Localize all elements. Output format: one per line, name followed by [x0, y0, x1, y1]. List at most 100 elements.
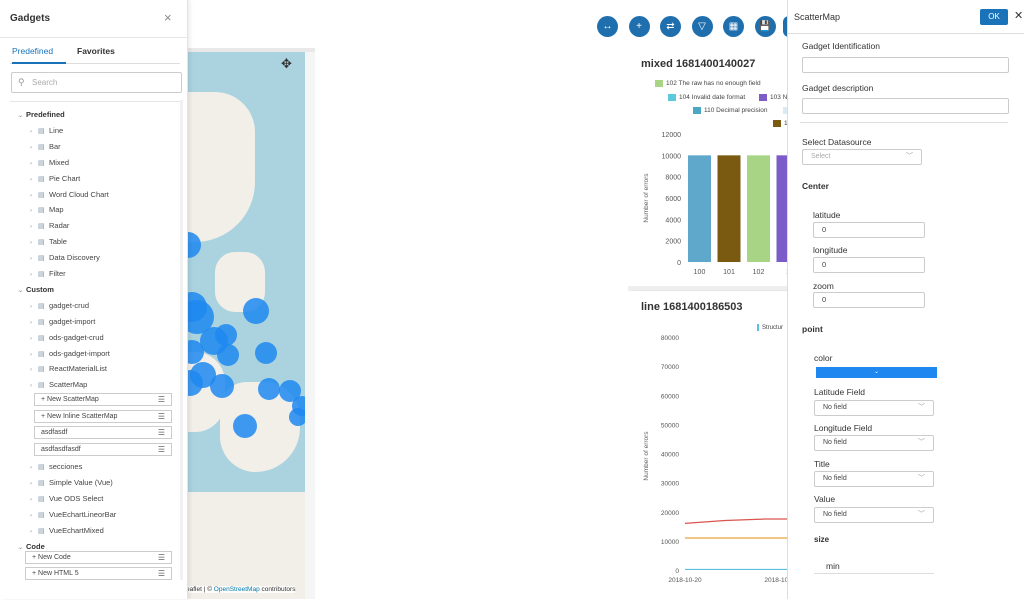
map-point[interactable]	[185, 232, 201, 258]
map-point[interactable]	[217, 344, 239, 366]
item-label: asdfasdf	[41, 429, 68, 436]
tree-item[interactable]: › ▤ ReactMaterialList	[30, 362, 107, 376]
tree-item-label: Code	[26, 541, 45, 551]
menu-icon[interactable]: ☰	[157, 553, 165, 562]
menu-icon[interactable]: ☰	[157, 395, 165, 404]
map-point[interactable]	[233, 414, 257, 438]
new-code-button[interactable]: + New Code ☰	[25, 551, 172, 564]
ok-button[interactable]: OK	[980, 9, 1008, 25]
menu-icon[interactable]: ☰	[157, 569, 165, 578]
tab-favorites[interactable]: Favorites	[77, 46, 115, 56]
gadget-description-input[interactable]	[802, 98, 1009, 114]
layout-button[interactable]: ▦	[723, 16, 744, 37]
tree-item[interactable]: › ▤ Line	[30, 124, 63, 138]
close-icon[interactable]: ✕	[1014, 10, 1024, 22]
move-icon[interactable]: ✥	[281, 56, 292, 71]
gadgets-title: Gadgets	[10, 13, 51, 24]
tree-item[interactable]: › ▤ gadget-import	[30, 315, 95, 329]
tree-item[interactable]: › ▤ gadget-crud	[30, 299, 89, 313]
menu-icon[interactable]: ☰	[157, 444, 165, 454]
tree-section-custom[interactable]: ⌄ Custom	[18, 283, 54, 297]
gadget-separator	[628, 286, 788, 291]
collapse-caret-icon: ›	[30, 496, 32, 503]
bar-icon: ▤	[38, 143, 45, 151]
tree-item[interactable]: › ▤ Radar	[30, 219, 69, 233]
legend-item[interactable]: 102 The raw has no enough field	[655, 80, 761, 87]
legend-label: 102 The raw has no enough field	[666, 80, 761, 88]
new-code-button[interactable]: + New HTML 5 ☰	[25, 567, 172, 580]
add-gadget-button[interactable]: +	[628, 16, 650, 37]
zoom-input[interactable]: 0	[813, 292, 925, 308]
legend-item[interactable]: 103 N	[759, 94, 787, 101]
gadget-icon: ▤	[38, 511, 45, 519]
tab-predefined[interactable]: Predefined	[12, 46, 54, 56]
menu-icon[interactable]: ☰	[157, 411, 165, 421]
new-scattermap-button[interactable]: + New Inline ScatterMap ☰	[34, 409, 172, 423]
scatter-map[interactable]	[185, 52, 305, 599]
map-point[interactable]	[185, 370, 203, 396]
tree-item-label: Data Discovery	[49, 253, 100, 263]
datasource-select[interactable]: Select ﹀	[802, 149, 922, 165]
tree-item[interactable]: › ▤ Filter	[30, 267, 66, 281]
value-select[interactable]: No field ﹀	[814, 507, 934, 523]
toolbar-button-partial[interactable]	[783, 16, 789, 37]
map-point[interactable]	[185, 340, 204, 364]
latitude-field-select[interactable]: No field ﹀	[814, 400, 934, 416]
map-point[interactable]	[215, 324, 237, 346]
tree-item[interactable]: › ▤ ods-gadget-import	[30, 347, 110, 361]
line-chart-gadget: line 1681400186503 Structur 80000 70000 60…	[633, 290, 788, 599]
close-icon[interactable]: ×	[164, 10, 172, 25]
tree-item[interactable]: › ▤ Word Cloud Chart	[30, 188, 109, 202]
scrollbar[interactable]	[180, 100, 183, 580]
scattermap-instance[interactable]: asdfasdfasdf ☰	[34, 442, 172, 456]
tree-item[interactable]: › ▤ Simple Value (Vue)	[30, 476, 113, 490]
legend-item[interactable]: Structur	[757, 324, 783, 331]
collapse-caret-icon: ›	[30, 512, 32, 519]
longitude-input[interactable]: 0	[813, 257, 925, 273]
title-value: No field	[823, 475, 847, 482]
legend-item[interactable]: 110 Decimal precision	[693, 107, 767, 114]
legend-item[interactable]: 1	[773, 120, 788, 127]
tree-item[interactable]: › ▤ Mixed	[30, 156, 69, 170]
tree-section-predefined[interactable]: ⌄ Predefined	[18, 108, 65, 122]
filter-button[interactable]: ▽	[691, 16, 713, 37]
tree-item[interactable]: › ▤ Data Discovery	[30, 251, 100, 265]
tree-item-label: ScatterMap	[49, 380, 88, 390]
search-input[interactable]: ⚲ Search	[11, 72, 182, 93]
color-picker[interactable]: ⌄	[816, 367, 937, 378]
menu-icon[interactable]: ☰	[157, 428, 165, 437]
tree-item[interactable]: › ▤ Pie Chart	[30, 172, 80, 186]
longitude-field-select[interactable]: No field ﹀	[814, 435, 934, 451]
latitude-input[interactable]: 0	[813, 222, 925, 238]
save-button[interactable]: 💾	[754, 16, 776, 37]
tree-item[interactable]: › ▤ Table	[30, 235, 67, 249]
tree-item[interactable]: › ▤ Vue ODS Select	[30, 492, 103, 506]
tree-section-code[interactable]: ⌄ Code	[18, 540, 45, 554]
scattermap-instance[interactable]: asdfasdf ☰	[34, 426, 172, 439]
map-point[interactable]	[255, 342, 277, 364]
tree-item[interactable]: › ▤ VueEchartMixed	[30, 524, 104, 538]
map-point[interactable]	[243, 298, 269, 324]
tree-item[interactable]: › ▤ secciones	[30, 460, 82, 474]
map-point[interactable]	[210, 374, 234, 398]
map-point[interactable]	[258, 378, 280, 400]
sync-button[interactable]: ⇄	[660, 16, 681, 37]
legend-item[interactable]: 104 Invalid date format	[668, 94, 745, 101]
tree-item[interactable]: › ▤ Map	[30, 203, 64, 217]
tree-item[interactable]: › ▤ ods-gadget-crud	[30, 331, 104, 345]
legend-label: 110 Decimal precision	[704, 107, 768, 115]
legend-swatch	[693, 107, 701, 114]
map-point[interactable]	[289, 408, 305, 426]
color-label: color	[814, 353, 833, 363]
map-point[interactable]	[279, 380, 301, 402]
openstreetmap-link[interactable]: OpenStreetMap	[213, 586, 260, 593]
gadget-id-input[interactable]	[802, 57, 1009, 73]
tree-item-label: gadget-import	[49, 316, 96, 326]
title-select[interactable]: No field ﹀	[814, 471, 934, 487]
panel-title: ScatterMap	[794, 12, 841, 22]
fit-width-button[interactable]: ↔	[597, 16, 618, 37]
tree-item[interactable]: › ▤ Bar	[30, 140, 61, 154]
new-scattermap-button[interactable]: + New ScatterMap ☰	[34, 393, 172, 406]
tree-item[interactable]: › ▤ ScatterMap	[30, 378, 87, 392]
tree-item[interactable]: › ▤ VueEchartLineorBar	[30, 508, 116, 522]
